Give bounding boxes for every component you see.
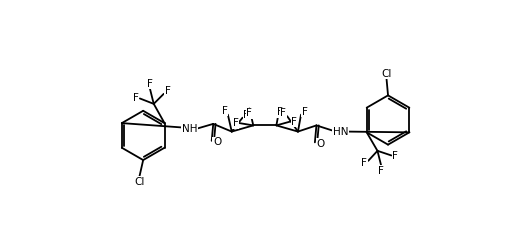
Text: F: F <box>277 107 282 117</box>
Text: F: F <box>361 158 367 168</box>
Text: F: F <box>243 110 249 120</box>
Text: F: F <box>302 106 308 117</box>
Text: F: F <box>247 108 252 118</box>
Text: Cl: Cl <box>381 69 392 79</box>
Text: F: F <box>378 166 384 176</box>
Text: F: F <box>280 108 286 118</box>
Text: F: F <box>233 118 239 128</box>
Text: Cl: Cl <box>134 177 144 187</box>
Text: F: F <box>147 79 153 89</box>
Text: F: F <box>133 93 139 103</box>
Text: F: F <box>392 151 398 161</box>
Text: F: F <box>222 106 228 116</box>
Text: HN: HN <box>333 127 348 137</box>
Text: O: O <box>213 137 221 147</box>
Text: NH: NH <box>182 124 197 134</box>
Text: F: F <box>165 86 171 96</box>
Text: O: O <box>316 139 324 149</box>
Text: F: F <box>291 117 297 127</box>
